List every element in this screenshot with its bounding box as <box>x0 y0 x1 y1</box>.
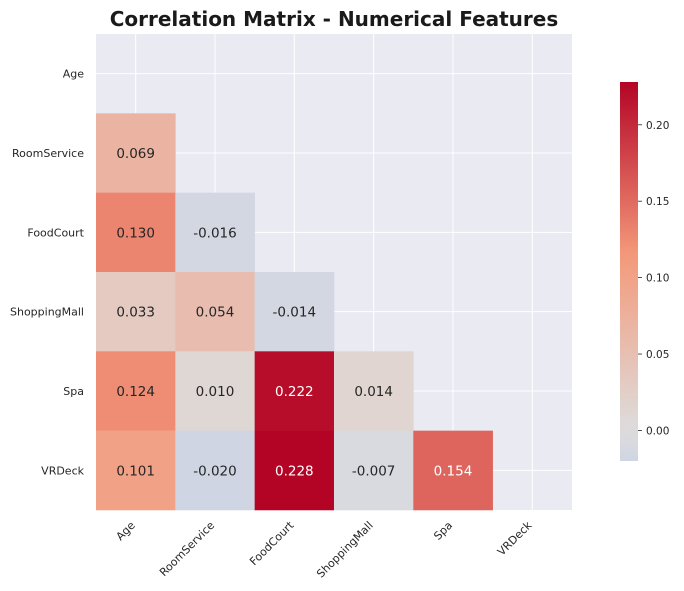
colorbar-tick-label: 0.10 <box>646 273 669 285</box>
heatmap-cell <box>96 430 176 511</box>
x-tick-label: RoomService <box>157 519 217 579</box>
colorbar-gradient <box>620 82 638 461</box>
colorbar-tick-label: 0.00 <box>646 425 669 437</box>
heatmap-cell <box>96 192 176 273</box>
heatmap-cell <box>175 271 255 352</box>
cell-value-label: 0.010 <box>196 384 235 400</box>
x-tick-label: Age <box>114 519 138 543</box>
heatmap-cell <box>175 430 255 511</box>
colorbar: 0.00 0.05 0.10 0.15 0.20 <box>620 82 669 461</box>
heatmap-cell <box>96 271 176 352</box>
heatmap-cell <box>175 351 255 431</box>
x-tick-label: FoodCourt <box>247 518 297 568</box>
y-tick-label: Spa <box>63 385 84 398</box>
chart-title: Correlation Matrix - Numerical Features <box>110 7 559 31</box>
cell-value-label: -0.014 <box>273 305 317 321</box>
cell-value-label: 0.014 <box>354 384 393 400</box>
cell-value-label: -0.007 <box>352 463 396 479</box>
heatmap-cell <box>175 192 255 273</box>
x-tick-label: Spa <box>431 519 455 543</box>
cell-value-label: 0.054 <box>196 305 235 321</box>
heatmap-cell <box>333 351 414 431</box>
cell-value-label: 0.069 <box>116 146 155 162</box>
y-tick-label: FoodCourt <box>27 226 84 239</box>
x-tick-label: VRDeck <box>495 518 535 558</box>
cell-value-label: 0.124 <box>116 384 155 400</box>
colorbar-tick-label: 0.20 <box>646 120 669 132</box>
colorbar-tick-label: 0.15 <box>646 196 669 208</box>
cell-value-label: 0.101 <box>116 463 155 479</box>
cell-value-label: 0.154 <box>434 463 473 479</box>
heatmap-cell <box>96 113 176 193</box>
heatmap-cell <box>96 351 176 431</box>
cell-value-label: -0.020 <box>193 463 237 479</box>
heatmap-cell <box>254 271 335 352</box>
x-tick-label: ShoppingMall <box>314 519 376 581</box>
y-tick-label: ShoppingMall <box>10 306 84 319</box>
cell-value-label: 0.033 <box>116 305 155 321</box>
heatmap-cell <box>254 351 335 431</box>
y-tick-label: RoomService <box>12 147 84 160</box>
heatmap-cells: 0.069 0.130 -0.016 0.033 0.054 -0.014 0.124 0.0… <box>96 113 493 511</box>
heatmap-cell <box>254 430 335 511</box>
y-tick-label: VRDeck <box>41 464 84 477</box>
cell-value-label: 0.130 <box>116 225 155 241</box>
heatmap-cell <box>333 430 414 511</box>
y-tick-labels: Age RoomService FoodCourt ShoppingMall Spa VR… <box>10 68 85 478</box>
x-tick-labels: Age RoomService FoodCourt ShoppingMall Spa VR… <box>114 518 535 580</box>
heatmap-cell <box>413 430 493 511</box>
y-tick-label: Age <box>63 68 85 81</box>
colorbar-tick-label: 0.05 <box>646 349 669 361</box>
cell-value-label: -0.016 <box>193 225 237 241</box>
cell-value-label: 0.222 <box>275 384 314 400</box>
cell-value-label: 0.228 <box>275 463 314 479</box>
